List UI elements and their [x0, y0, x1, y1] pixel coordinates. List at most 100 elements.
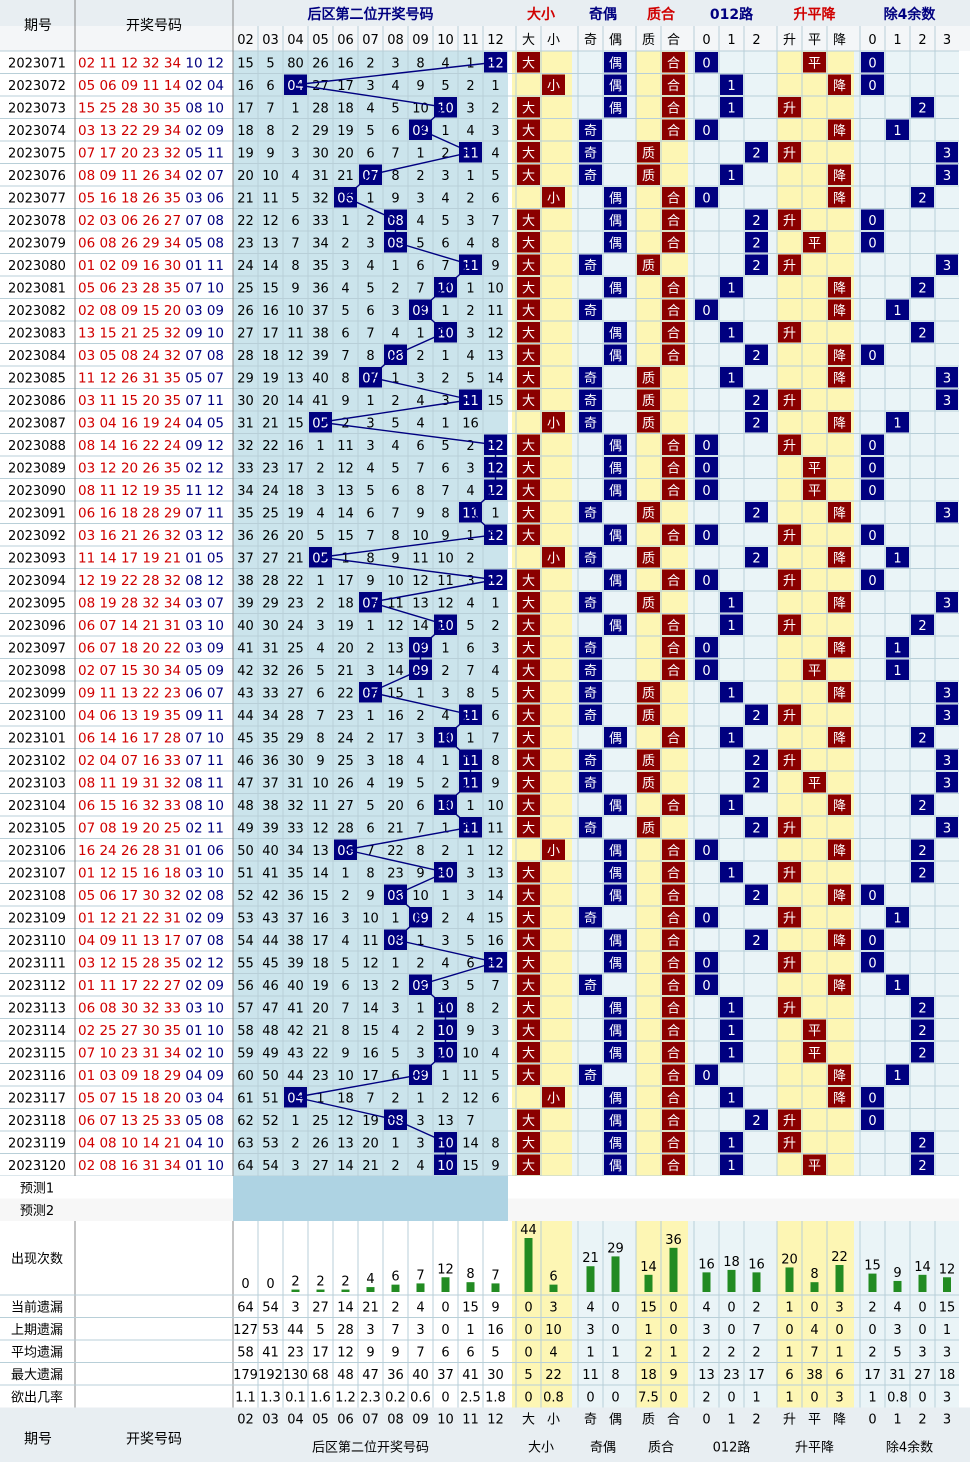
miss-value: 21 [362, 1159, 379, 1174]
miss-value: 1 [466, 799, 474, 814]
count-value: 2 [341, 1275, 349, 1290]
miss-value: 4 [416, 754, 424, 769]
header-col: 04 [287, 33, 304, 48]
category-mark [542, 547, 565, 568]
stat-value: 1 [943, 1323, 951, 1338]
miss-value: 5 [341, 304, 349, 319]
category-mark [662, 569, 685, 590]
count-bar [868, 1273, 877, 1292]
stat-label: 最大遗漏 [11, 1367, 63, 1383]
hit-value: 11 [462, 506, 479, 521]
miss-value: 10 [412, 889, 429, 904]
category-mark [662, 614, 685, 635]
count-value: 8 [466, 1267, 474, 1282]
stat-value: 27 [312, 1300, 329, 1315]
miss-value: 45 [237, 731, 254, 746]
miss-value: 3 [441, 934, 449, 949]
trend-mark [828, 929, 851, 950]
trend-mark-label: 降 [833, 889, 846, 904]
trend-mark [778, 749, 801, 770]
category-mark [579, 502, 602, 523]
category-mark-label: 大 [522, 911, 535, 926]
miss-value: 14 [412, 619, 429, 634]
miss-value: 44 [237, 709, 254, 724]
stat-value: 13 [698, 1368, 715, 1383]
period-cell: 2023103 [8, 776, 66, 791]
miss-value: 41 [237, 641, 254, 656]
miss-value: 19 [337, 124, 354, 139]
trend-mark [778, 1109, 801, 1130]
miss-value: 5 [491, 686, 499, 701]
footer-col: 3 [943, 1413, 951, 1428]
footer-col: 大 [522, 1413, 535, 1428]
miss-value: 24 [262, 484, 279, 499]
stat-value: 1 [611, 1345, 619, 1360]
category-mark-label: 偶 [609, 484, 622, 499]
miss-value: 12 [337, 1114, 354, 1129]
miss-value: 9 [341, 1046, 349, 1061]
period-cell: 2023114 [8, 1024, 66, 1039]
category-mark-label: 2 [918, 101, 926, 116]
category-mark-label: 大 [522, 259, 535, 274]
category-mark [662, 794, 685, 815]
trend-mark [803, 232, 826, 253]
stat-value: 53 [262, 1323, 279, 1338]
period-cell: 2023092 [8, 529, 66, 544]
count-bar [835, 1265, 844, 1292]
miss-value: 1 [291, 101, 299, 116]
stat-value: 2 [868, 1345, 876, 1360]
stat-value: 17 [864, 1368, 881, 1383]
stat-value: 0 [727, 1390, 735, 1405]
draw-number-cell: 16 24 26 28 31 01 06 [78, 843, 224, 859]
stat-value: 9 [366, 1345, 374, 1360]
stat-value: 2 [391, 1300, 399, 1315]
stat-value: 4 [702, 1300, 710, 1315]
stat-value: 0 [611, 1323, 619, 1338]
count-value: 20 [781, 1252, 798, 1267]
category-mark-label: 偶 [609, 439, 622, 454]
stat-value: 23 [723, 1368, 740, 1383]
miss-value: 41 [287, 1001, 304, 1016]
category-mark [604, 322, 627, 343]
period-cell: 2023120 [8, 1159, 66, 1174]
stat-value: 12 [337, 1345, 354, 1360]
miss-value: 4 [366, 461, 374, 476]
stat-value: 0 [524, 1300, 532, 1315]
category-mark-label: 质 [642, 371, 655, 386]
stat-value: 3 [291, 1300, 299, 1315]
miss-value: 31 [312, 169, 329, 184]
miss-value: 12 [412, 574, 429, 589]
draw-number-cell: 03 12 15 28 35 02 12 [78, 955, 224, 971]
draw-number-cell: 01 12 15 16 18 03 10 [78, 865, 224, 881]
category-mark [517, 457, 540, 478]
trend-mark-label: 升 [783, 326, 796, 341]
category-mark-label: 1 [727, 1001, 735, 1016]
miss-value: 38 [287, 934, 304, 949]
category-mark [517, 862, 540, 883]
category-mark [911, 277, 934, 298]
miss-value: 1 [466, 529, 474, 544]
count-bar [702, 1272, 711, 1292]
trend-mark [803, 1019, 826, 1040]
miss-value: 3 [416, 191, 424, 206]
hit-value: 11 [462, 821, 479, 836]
category-mark [637, 367, 660, 388]
category-mark [662, 434, 685, 455]
count-bar [918, 1274, 927, 1292]
category-mark-label: 大 [522, 821, 535, 836]
footer-group: 质合 [648, 1441, 674, 1456]
miss-value: 55 [237, 956, 254, 971]
stat-value: 0 [918, 1323, 926, 1338]
stat-value: 6 [835, 1368, 843, 1383]
miss-value: 5 [491, 169, 499, 184]
miss-value: 15 [237, 56, 254, 71]
draw-number-cell: 02 11 12 32 34 10 12 [78, 55, 224, 71]
category-mark [861, 952, 884, 973]
category-mark [720, 862, 743, 883]
draw-number-cell: 06 15 16 32 33 08 10 [78, 798, 224, 814]
miss-value: 23 [387, 866, 404, 881]
draw-number-cell: 01 02 09 16 30 01 11 [78, 258, 224, 274]
miss-value: 2 [291, 124, 299, 139]
category-mark-label: 偶 [609, 619, 622, 634]
period-cell: 2023080 [8, 259, 66, 274]
